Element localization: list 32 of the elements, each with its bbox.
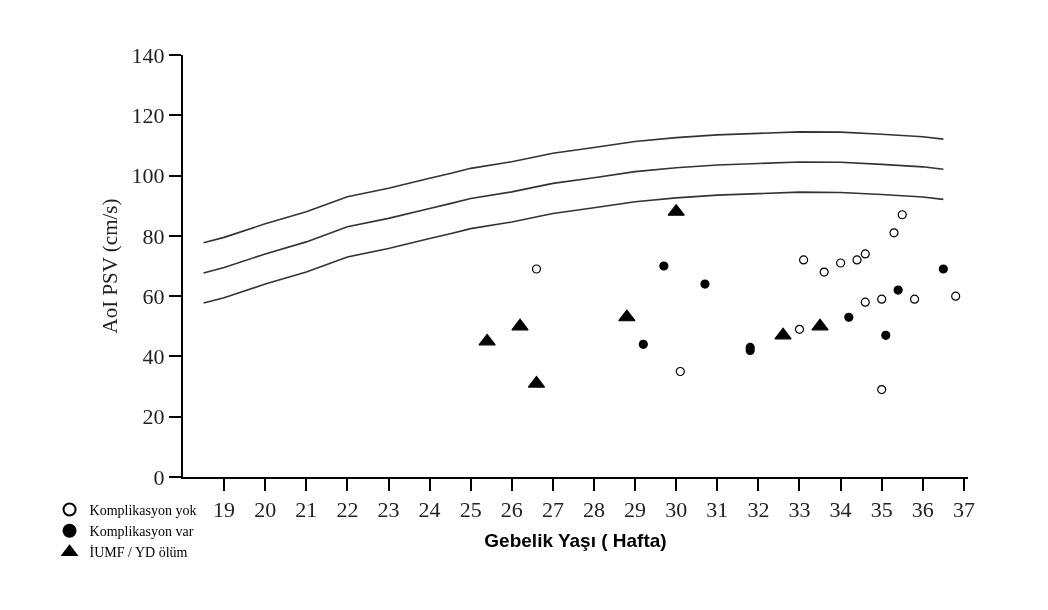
x-tick-label: 33	[788, 497, 811, 523]
x-tick-label: 27	[541, 497, 564, 523]
y-tick-label: 60	[142, 283, 165, 309]
x-tick-label: 32	[747, 497, 770, 523]
y-tick-label: 0	[153, 464, 165, 490]
x-tick-label: 21	[295, 497, 318, 523]
x-tick-label: 26	[500, 497, 523, 523]
y-axis-title: AoI PSV (cm/s)	[98, 198, 123, 334]
legend-label: Komplikasyon var	[89, 524, 194, 540]
x-tick-label: 24	[418, 497, 441, 523]
legend-label: Komplikasyon yok	[89, 502, 197, 518]
x-tick-label: 20	[254, 497, 277, 523]
legend-label: İUMF / YD ölüm	[89, 545, 188, 561]
y-tick-label: 100	[131, 163, 165, 189]
x-tick-label: 36	[911, 497, 934, 523]
x-tick-label: 25	[459, 497, 482, 523]
y-tick-label: 40	[142, 344, 165, 370]
x-tick-label: 35	[870, 497, 893, 523]
x-tick-label: 31	[706, 497, 729, 523]
x-tick-label: 34	[829, 497, 852, 523]
y-tick-label: 20	[142, 404, 165, 430]
y-tick-label: 80	[142, 223, 165, 249]
x-axis-title: Gebelik Yaşı ( Hafta)	[484, 529, 667, 551]
x-tick-label: 28	[582, 497, 605, 523]
x-tick-label: 23	[377, 497, 400, 523]
x-tick-label: 37	[952, 497, 975, 523]
x-tick-label: 22	[336, 497, 359, 523]
x-tick-label: 19	[213, 497, 236, 523]
x-tick-label: 29	[624, 497, 647, 523]
y-tick-label: 120	[131, 102, 165, 128]
y-tick-label: 140	[131, 42, 165, 68]
x-tick-label: 30	[665, 497, 688, 523]
